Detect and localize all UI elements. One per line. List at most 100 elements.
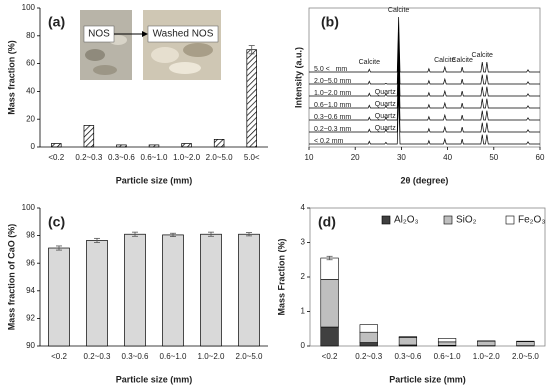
- y-tick-label: 100: [22, 3, 36, 12]
- bar: [148, 144, 160, 148]
- x-tick-label: 30: [397, 153, 406, 162]
- series-label: 2.0~5.0 mm: [314, 78, 351, 85]
- x-tick-label: <0.2: [322, 352, 338, 361]
- x-tick-label: 0.2~0.3: [75, 153, 102, 162]
- xrd-pattern: [309, 43, 540, 97]
- xrd-pattern: [309, 79, 540, 133]
- xrd-pattern: [309, 55, 540, 109]
- x-axis-label: Particle size (mm): [389, 374, 466, 384]
- series-label: 0.6~1.0 mm: [314, 102, 351, 109]
- photo-detail: [93, 65, 117, 75]
- x-axis-label: 2θ (degree): [401, 175, 449, 185]
- panel-label-bg: [46, 212, 72, 232]
- x-tick-label: 2.0~5.0: [206, 153, 233, 162]
- bar: [213, 139, 225, 148]
- y-tick-label: 100: [22, 203, 36, 212]
- x-tick-label: 0.6~1.0: [141, 153, 168, 162]
- bar-segment: [516, 341, 535, 346]
- y-tick-label: 40: [26, 87, 35, 96]
- x-tick-label: 2.0~5.0: [512, 352, 539, 361]
- panel-label: (b): [321, 14, 339, 30]
- bar-segment: [398, 337, 418, 346]
- peak-label: Calcite: [434, 57, 456, 64]
- y-tick-label: 94: [26, 286, 35, 295]
- x-tick-label: 0.3~0.6: [394, 352, 421, 361]
- x-tick-label: 2.0~5.0: [236, 352, 263, 361]
- peak-label: Quartz: [375, 89, 397, 96]
- panel-label-bg: [46, 12, 72, 32]
- xrd-pattern: [309, 67, 540, 121]
- bar-segment: [359, 342, 378, 347]
- label-box: [147, 25, 219, 43]
- bar-segment: [359, 324, 378, 333]
- x-tick-label: 60: [536, 153, 545, 162]
- x-tick-label: 40: [443, 153, 452, 162]
- x-tick-label: 50: [489, 153, 498, 162]
- y-axis-label: Mass fraction (%): [6, 40, 16, 115]
- x-tick-label: 0.6~1.0: [160, 352, 187, 361]
- peak-label: Calcite: [472, 52, 494, 59]
- legend-swatch: [443, 215, 453, 225]
- inset-label: Washed NOS: [153, 29, 214, 40]
- x-tick-label: 20: [351, 153, 360, 162]
- bar-segment: [437, 341, 457, 346]
- x-tick-label: <0.2: [48, 153, 64, 162]
- photo-detail: [183, 43, 213, 57]
- y-tick-label: 0: [301, 341, 306, 350]
- peak-label: Quartz: [375, 125, 397, 132]
- y-tick-label: 96: [26, 258, 35, 267]
- x-tick-label: 0.6~1.0: [434, 352, 461, 361]
- x-tick-label: 0.2~0.3: [355, 352, 382, 361]
- x-tick-label: 1.0~2.0: [198, 352, 225, 361]
- legend-swatch: [505, 215, 515, 225]
- x-tick-label: 1.0~2.0: [473, 352, 500, 361]
- panel-label-bg: [319, 12, 345, 32]
- series-label: 0.2~0.3 mm: [314, 126, 351, 133]
- x-tick-label: 0.2~0.3: [84, 352, 111, 361]
- bar: [181, 143, 192, 148]
- bar: [238, 233, 260, 347]
- peak-label: Quartz: [375, 113, 397, 120]
- bar-segment: [320, 326, 339, 347]
- plot-frame: [309, 207, 546, 347]
- photo-detail: [169, 62, 201, 74]
- inset-label: NOS: [88, 29, 110, 40]
- arrow-head: [142, 31, 148, 37]
- y-tick-label: 98: [26, 231, 35, 240]
- bar: [116, 144, 127, 148]
- x-tick-label: <0.2: [51, 352, 67, 361]
- bar: [124, 233, 146, 347]
- x-tick-label: 10: [305, 153, 314, 162]
- x-tick-label: 5.0<: [244, 153, 260, 162]
- bar-segment: [320, 257, 339, 280]
- legend-label: Fe₂O₃: [518, 215, 545, 226]
- y-axis-label: Mass Fraction (%): [276, 238, 286, 315]
- legend-label: Al₂O₃: [394, 215, 419, 226]
- panel-label: (d): [318, 214, 336, 230]
- xrd-pattern: [309, 16, 540, 73]
- peak-label: Calcite: [359, 59, 381, 66]
- x-axis-label: Particle size (mm): [116, 374, 193, 384]
- xrd-pattern: [309, 31, 540, 85]
- photo-detail: [85, 49, 105, 61]
- legend-swatch: [381, 215, 391, 225]
- x-tick-label: 0.3~0.6: [108, 153, 135, 162]
- bar: [162, 234, 184, 347]
- inset: NOS Washed NOS: [80, 10, 221, 80]
- peak-label: Calcite: [451, 57, 473, 64]
- series-label: 5.0 < mm: [314, 66, 347, 73]
- series-label: < 0.2 mm: [314, 138, 344, 145]
- bar: [86, 240, 108, 347]
- panel-label-bg: [316, 212, 342, 232]
- bar-segment: [437, 338, 457, 343]
- bar-segment: [398, 336, 418, 338]
- peak-label: Quartz: [375, 101, 397, 108]
- bar-segment: [477, 340, 496, 346]
- bar-segment: [320, 279, 339, 328]
- peak-label: Calcite: [388, 7, 410, 14]
- panel-label: (c): [48, 214, 65, 230]
- y-tick-label: 4: [301, 203, 306, 212]
- bar: [51, 143, 62, 148]
